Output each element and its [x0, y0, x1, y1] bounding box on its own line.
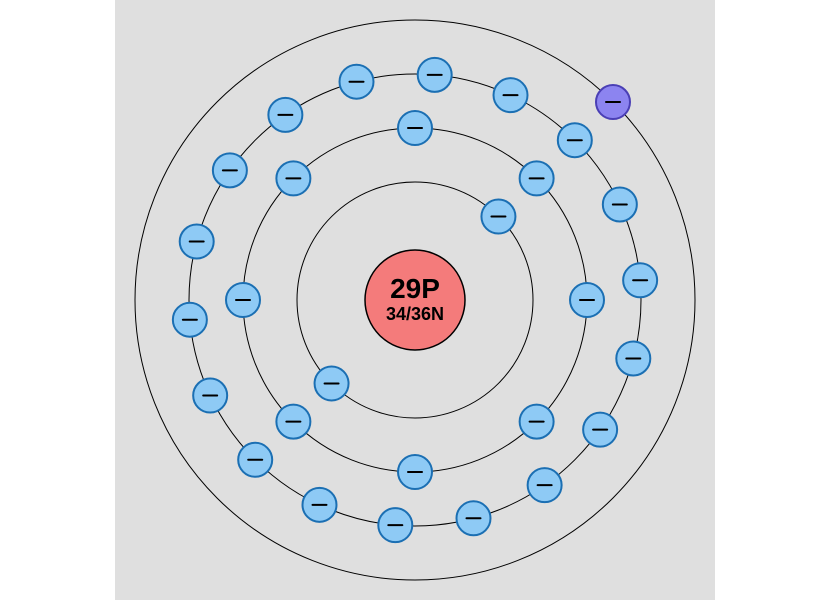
- nucleus-protons-label: 29P: [390, 273, 440, 304]
- electron: [226, 283, 260, 317]
- electron: [528, 468, 562, 502]
- electron: [520, 161, 554, 195]
- electron: [603, 187, 637, 221]
- electron: [570, 283, 604, 317]
- valence-electron: [596, 85, 630, 119]
- electron: [456, 501, 490, 535]
- electron: [180, 225, 214, 259]
- electron: [520, 405, 554, 439]
- electron: [481, 200, 515, 234]
- electron: [315, 366, 349, 400]
- electron: [398, 455, 432, 489]
- electron: [213, 153, 247, 187]
- electron: [623, 263, 657, 297]
- electron: [583, 413, 617, 447]
- electron: [193, 379, 227, 413]
- electron: [398, 111, 432, 145]
- electron: [558, 123, 592, 157]
- electron: [494, 78, 528, 112]
- electron: [173, 303, 207, 337]
- electron: [340, 65, 374, 99]
- electron: [268, 98, 302, 132]
- electron: [378, 508, 412, 542]
- electron: [276, 405, 310, 439]
- electron: [276, 161, 310, 195]
- electron: [616, 341, 650, 375]
- electron: [418, 58, 452, 92]
- bohr-diagram: 29P34/36N: [0, 0, 830, 600]
- electron: [238, 443, 272, 477]
- electron: [302, 488, 336, 522]
- nucleus-neutrons-label: 34/36N: [386, 304, 444, 324]
- figure-canvas: 29P34/36N: [0, 0, 830, 600]
